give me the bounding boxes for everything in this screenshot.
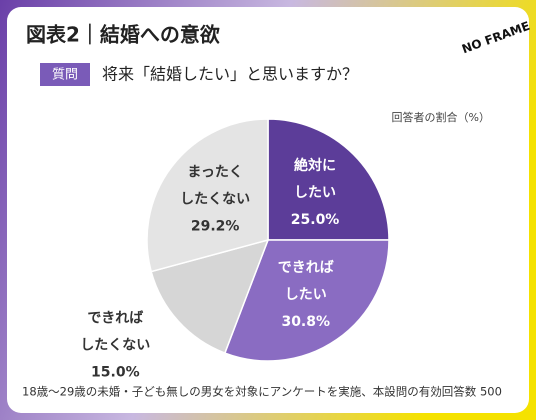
pie: 絶対にしたい25.0%できればしたい30.8%できればしたくない15.0%まった… [80, 118, 390, 380]
question: 将来「結婚したい」と思いますか？ [102, 65, 358, 84]
slice-label: したくない [80, 337, 150, 353]
title: 図表2｜結婚への意欲 [26, 23, 220, 47]
pie-slice [223, 239, 390, 362]
pie-slice [146, 118, 269, 273]
slice-label: 絶対に [294, 157, 336, 174]
slice-label: できれば [278, 260, 334, 276]
chart-note: 回答者の割合（%） [392, 110, 490, 124]
value-label: 29.2% [191, 219, 240, 235]
value-label: 15.0% [91, 364, 140, 380]
question-badge-box [40, 63, 90, 86]
footer: 18歳～29歳の未婚・子ども無しの男女を対象にアンケートを実施、本設問の有効回答… [22, 385, 502, 399]
pie-slice [267, 118, 390, 241]
question-badge: 質問 [52, 68, 78, 83]
slice-label: まったく [187, 165, 242, 181]
slice-label: したくない [180, 192, 250, 208]
pie-slice [150, 238, 270, 355]
slice-label: できれば [87, 310, 143, 326]
slice-label: したい [294, 185, 336, 201]
slice-label: したい [285, 287, 327, 303]
value-label: 30.8% [281, 314, 330, 330]
value-label: 25.0% [291, 212, 340, 228]
